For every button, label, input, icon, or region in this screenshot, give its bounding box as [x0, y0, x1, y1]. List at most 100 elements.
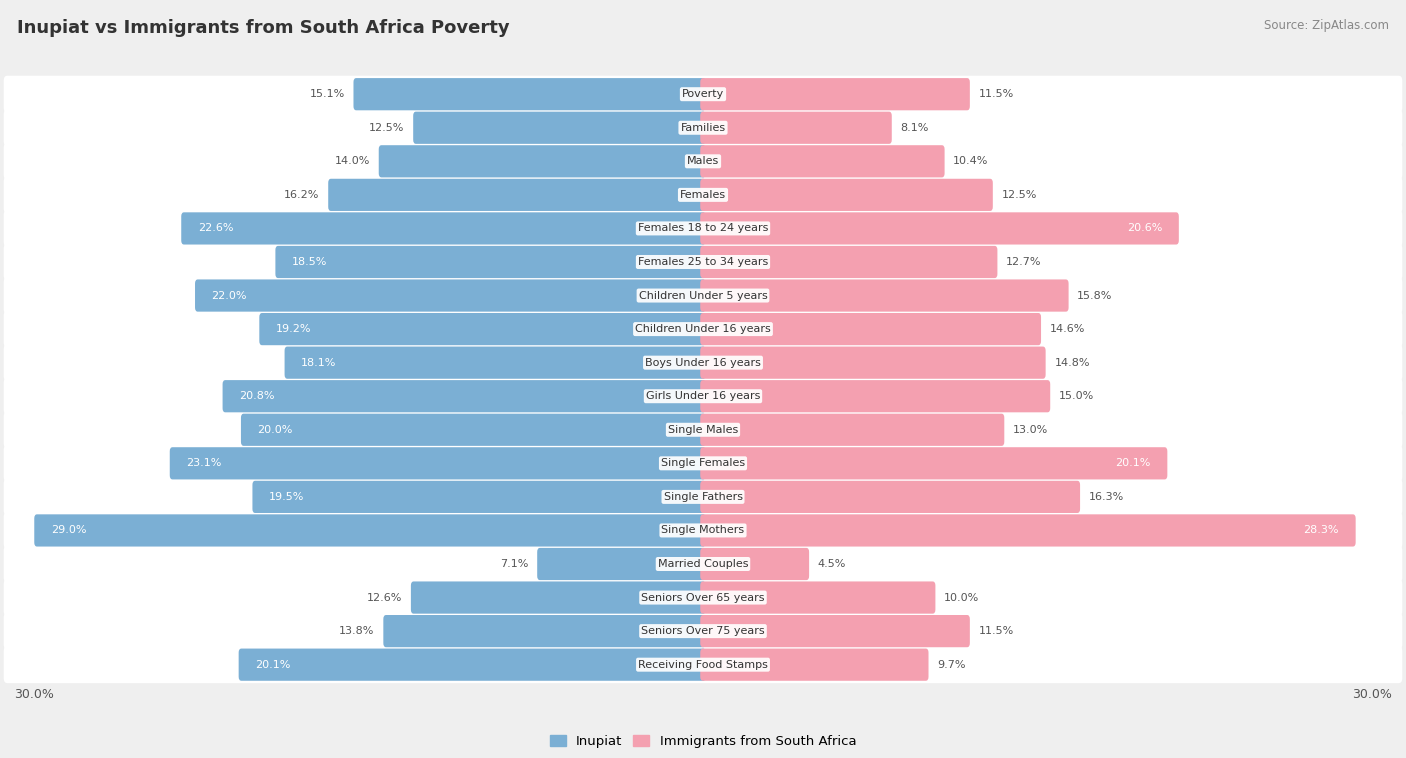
Text: 13.8%: 13.8% [339, 626, 374, 636]
FancyBboxPatch shape [700, 111, 891, 144]
Text: 20.0%: 20.0% [257, 424, 292, 435]
FancyBboxPatch shape [537, 548, 706, 580]
FancyBboxPatch shape [4, 377, 1402, 415]
Text: 13.0%: 13.0% [1012, 424, 1049, 435]
Text: Married Couples: Married Couples [658, 559, 748, 569]
FancyBboxPatch shape [259, 313, 706, 345]
Text: 15.8%: 15.8% [1077, 290, 1112, 300]
FancyBboxPatch shape [353, 78, 706, 111]
FancyBboxPatch shape [253, 481, 706, 513]
FancyBboxPatch shape [4, 612, 1402, 650]
FancyBboxPatch shape [4, 445, 1402, 482]
Text: 20.1%: 20.1% [256, 659, 291, 669]
Text: 18.5%: 18.5% [292, 257, 328, 267]
Text: Females 25 to 34 years: Females 25 to 34 years [638, 257, 768, 267]
Text: 11.5%: 11.5% [979, 626, 1014, 636]
FancyBboxPatch shape [700, 212, 1178, 245]
FancyBboxPatch shape [700, 380, 1050, 412]
FancyBboxPatch shape [4, 109, 1402, 146]
FancyBboxPatch shape [4, 478, 1402, 515]
FancyBboxPatch shape [4, 143, 1402, 180]
FancyBboxPatch shape [276, 246, 706, 278]
Text: 30.0%: 30.0% [14, 688, 53, 701]
FancyBboxPatch shape [328, 179, 706, 211]
Text: 14.6%: 14.6% [1050, 324, 1085, 334]
FancyBboxPatch shape [4, 412, 1402, 448]
Text: Single Mothers: Single Mothers [661, 525, 745, 535]
Text: 4.5%: 4.5% [818, 559, 846, 569]
FancyBboxPatch shape [4, 76, 1402, 113]
FancyBboxPatch shape [222, 380, 706, 412]
Text: 14.8%: 14.8% [1054, 358, 1090, 368]
Text: 16.2%: 16.2% [284, 190, 319, 200]
Text: Inupiat vs Immigrants from South Africa Poverty: Inupiat vs Immigrants from South Africa … [17, 19, 509, 37]
Text: 23.1%: 23.1% [186, 459, 222, 468]
Text: Children Under 5 years: Children Under 5 years [638, 290, 768, 300]
FancyBboxPatch shape [700, 649, 928, 681]
FancyBboxPatch shape [239, 649, 706, 681]
Text: Poverty: Poverty [682, 89, 724, 99]
Text: Source: ZipAtlas.com: Source: ZipAtlas.com [1264, 19, 1389, 32]
Text: 12.5%: 12.5% [370, 123, 405, 133]
FancyBboxPatch shape [700, 481, 1080, 513]
FancyBboxPatch shape [700, 346, 1046, 379]
Text: 22.6%: 22.6% [198, 224, 233, 233]
FancyBboxPatch shape [411, 581, 706, 614]
FancyBboxPatch shape [700, 280, 1069, 312]
Text: 15.1%: 15.1% [309, 89, 344, 99]
FancyBboxPatch shape [700, 615, 970, 647]
FancyBboxPatch shape [284, 346, 706, 379]
FancyBboxPatch shape [700, 78, 970, 111]
Text: 9.7%: 9.7% [938, 659, 966, 669]
FancyBboxPatch shape [240, 414, 706, 446]
FancyBboxPatch shape [4, 177, 1402, 213]
Text: 10.4%: 10.4% [953, 156, 988, 166]
FancyBboxPatch shape [700, 581, 935, 614]
Text: 20.1%: 20.1% [1115, 459, 1152, 468]
Text: Receiving Food Stamps: Receiving Food Stamps [638, 659, 768, 669]
Text: 8.1%: 8.1% [900, 123, 929, 133]
Text: Females: Females [681, 190, 725, 200]
Text: 30.0%: 30.0% [1353, 688, 1392, 701]
Text: 15.0%: 15.0% [1059, 391, 1094, 401]
Text: 7.1%: 7.1% [501, 559, 529, 569]
FancyBboxPatch shape [700, 447, 1167, 480]
FancyBboxPatch shape [4, 277, 1402, 314]
Text: Girls Under 16 years: Girls Under 16 years [645, 391, 761, 401]
FancyBboxPatch shape [170, 447, 706, 480]
Legend: Inupiat, Immigrants from South Africa: Inupiat, Immigrants from South Africa [544, 729, 862, 753]
Text: Single Fathers: Single Fathers [664, 492, 742, 502]
Text: 28.3%: 28.3% [1303, 525, 1339, 535]
Text: 22.0%: 22.0% [211, 290, 247, 300]
Text: Males: Males [688, 156, 718, 166]
FancyBboxPatch shape [4, 311, 1402, 348]
FancyBboxPatch shape [4, 344, 1402, 381]
Text: Single Males: Single Males [668, 424, 738, 435]
FancyBboxPatch shape [4, 647, 1402, 683]
FancyBboxPatch shape [700, 548, 808, 580]
Text: 18.1%: 18.1% [301, 358, 336, 368]
Text: 12.7%: 12.7% [1007, 257, 1042, 267]
Text: Children Under 16 years: Children Under 16 years [636, 324, 770, 334]
Text: 14.0%: 14.0% [335, 156, 370, 166]
Text: Single Females: Single Females [661, 459, 745, 468]
FancyBboxPatch shape [700, 414, 1004, 446]
FancyBboxPatch shape [384, 615, 706, 647]
Text: 20.6%: 20.6% [1128, 224, 1163, 233]
FancyBboxPatch shape [181, 212, 706, 245]
FancyBboxPatch shape [4, 512, 1402, 549]
Text: 11.5%: 11.5% [979, 89, 1014, 99]
FancyBboxPatch shape [700, 146, 945, 177]
Text: Seniors Over 75 years: Seniors Over 75 years [641, 626, 765, 636]
FancyBboxPatch shape [700, 515, 1355, 547]
FancyBboxPatch shape [700, 179, 993, 211]
FancyBboxPatch shape [4, 579, 1402, 616]
Text: 19.2%: 19.2% [276, 324, 311, 334]
FancyBboxPatch shape [700, 246, 997, 278]
Text: 29.0%: 29.0% [51, 525, 86, 535]
Text: 12.6%: 12.6% [367, 593, 402, 603]
Text: 10.0%: 10.0% [945, 593, 980, 603]
FancyBboxPatch shape [378, 146, 706, 177]
Text: Females 18 to 24 years: Females 18 to 24 years [638, 224, 768, 233]
FancyBboxPatch shape [700, 313, 1040, 345]
